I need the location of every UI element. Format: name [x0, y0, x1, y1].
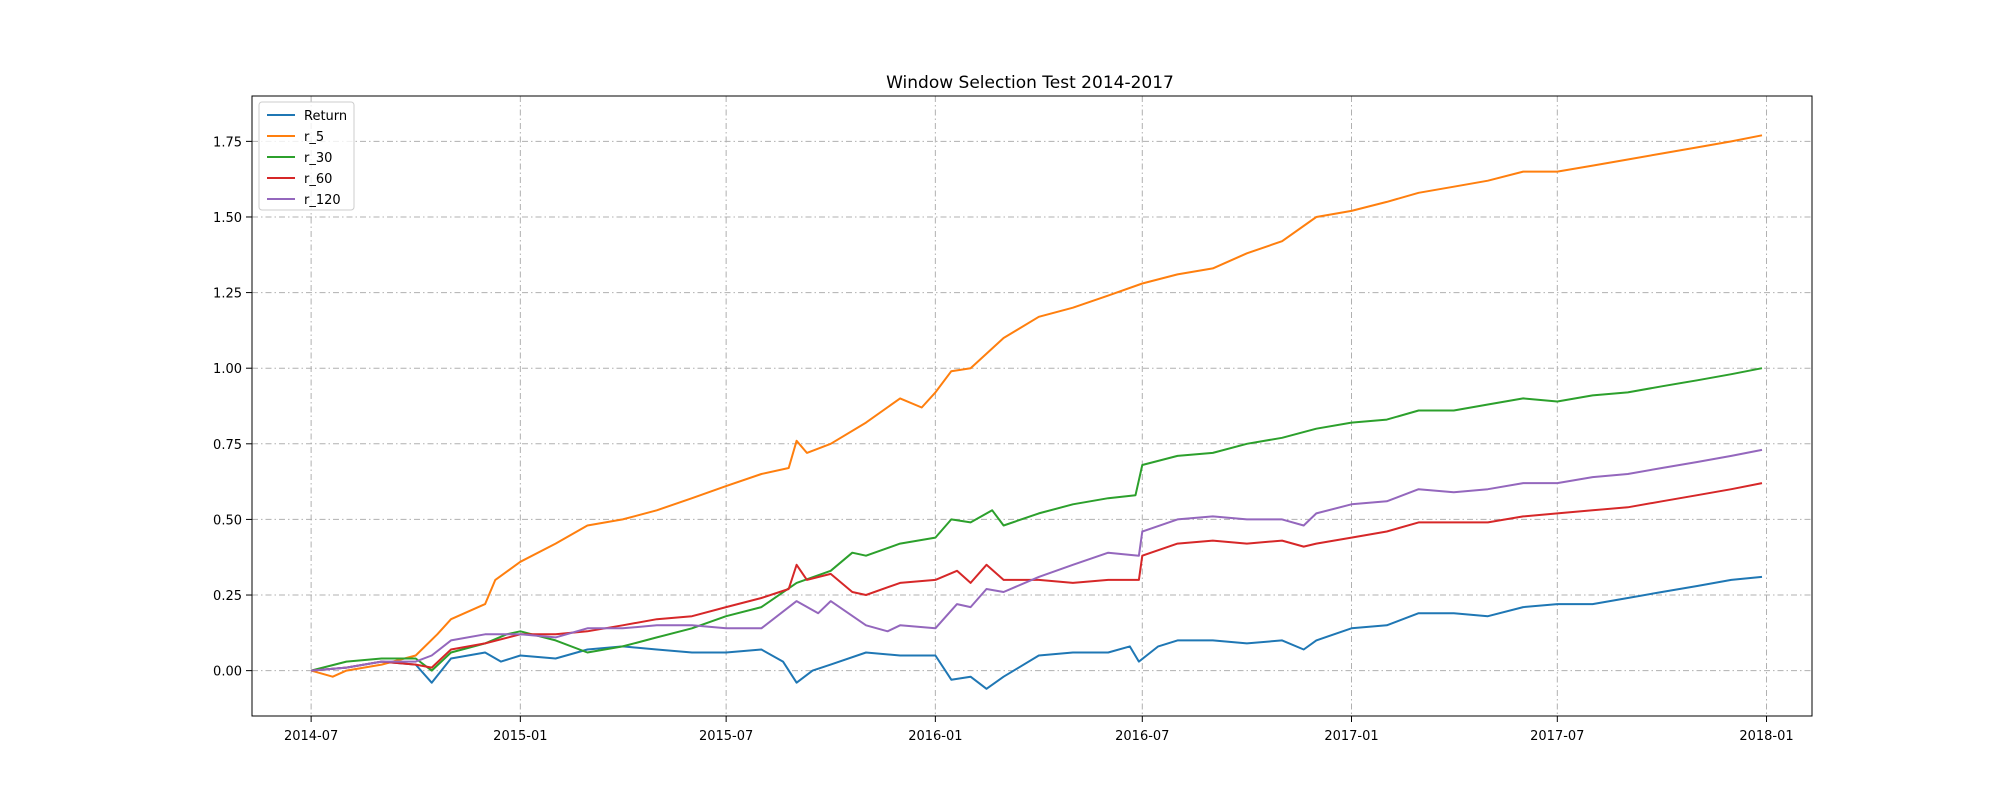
x-tick-label: 2016-07 — [1115, 729, 1169, 744]
y-tick-label: 1.00 — [213, 362, 242, 377]
plot-area-frame — [251, 95, 1813, 717]
legend-label: r_60 — [304, 172, 332, 187]
x-tick-label: 2015-01 — [493, 729, 547, 744]
y-tick-label: 0.00 — [213, 665, 242, 680]
y-tick-label: 1.25 — [213, 287, 242, 302]
y-tick-label: 1.50 — [213, 211, 242, 226]
legend: Return r_5 r_30 r_60 r_120 — [258, 101, 355, 211]
legend-label: Return — [304, 109, 347, 124]
legend-label: r_30 — [304, 151, 332, 166]
x-tick-label: 2014-07 — [284, 729, 338, 744]
series-lines — [310, 134, 1763, 690]
series-line-r-30 — [310, 367, 1763, 672]
y-tick-label: 0.50 — [213, 513, 242, 528]
x-tick-label: 2015-07 — [699, 729, 753, 744]
series-line-r-5 — [310, 134, 1763, 678]
series-line-r-60 — [311, 482, 1763, 672]
legend-label: r_120 — [304, 193, 341, 208]
chart-title: Window Selection Test 2014-2017 — [886, 73, 1174, 93]
legend-label: r_5 — [304, 130, 324, 145]
y-tick-label: 1.75 — [213, 135, 242, 150]
y-tick-label: 0.25 — [213, 589, 242, 604]
x-tick-label: 2018-01 — [1739, 729, 1793, 744]
y-axis-ticks: 0.00 0.25 0.50 0.75 1.00 1.25 1.50 1.75 — [213, 135, 252, 680]
x-axis-ticks: 2014-07 2015-01 2015-07 2016-01 2016-07 2017-… — [284, 716, 1794, 744]
series-line-r-120 — [311, 448, 1763, 672]
legend-box — [258, 101, 355, 211]
series-line-return — [311, 575, 1763, 690]
grid — [252, 96, 1812, 716]
x-tick-label: 2017-07 — [1530, 729, 1584, 744]
y-tick-label: 0.75 — [213, 438, 242, 453]
x-tick-label: 2017-01 — [1324, 729, 1378, 744]
x-tick-label: 2016-01 — [908, 729, 962, 744]
